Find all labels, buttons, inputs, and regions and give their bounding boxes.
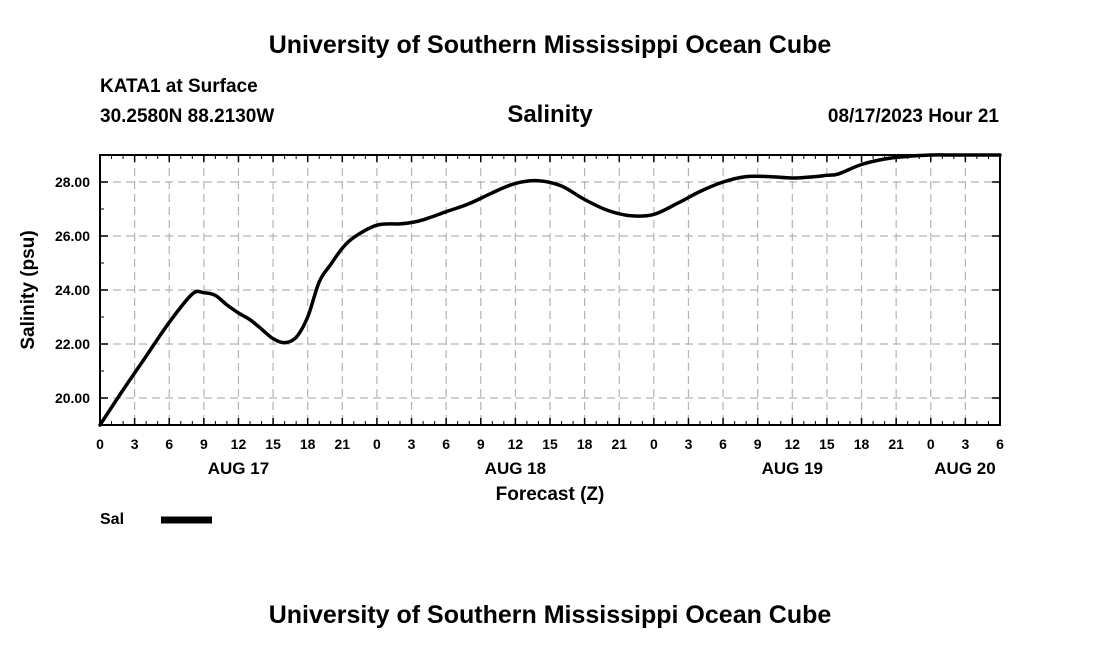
x-tick-label: 15 (819, 436, 835, 452)
x-tick-label: 12 (785, 436, 801, 452)
x-tick-label: 21 (335, 436, 351, 452)
day-label: AUG 19 (762, 459, 823, 478)
x-tick-label: 0 (650, 436, 658, 452)
x-tick-labels: 0 3 6 9 12 15 18 21 0 3 6 9 12 15 18 21 0 3 6 9 12 15 18 21 0 3 6 (96, 436, 1004, 452)
timestamp-label: 08/17/2023 Hour 21 (827, 106, 999, 127)
x-tick-label: 3 (961, 436, 969, 452)
x-tick-label: 3 (685, 436, 693, 452)
x-tick-label: 6 (165, 436, 173, 452)
x-tick-label: 6 (719, 436, 727, 452)
x-tick-label: 15 (265, 436, 281, 452)
station-label: KATA1 at Surface (100, 76, 258, 97)
legend-label: Sal (100, 511, 125, 528)
x-tick-label: 21 (611, 436, 627, 452)
x-tick-label: 21 (888, 436, 904, 452)
x-tick-label: 6 (996, 436, 1004, 452)
x-tick-label: 18 (577, 436, 593, 452)
x-tick-label: 12 (508, 436, 524, 452)
x-tick-label: 9 (200, 436, 208, 452)
plot-frame (99, 154, 1001, 426)
x-tick-label: 9 (754, 436, 762, 452)
x-tick-label: 0 (373, 436, 381, 452)
day-label: AUG 18 (485, 459, 546, 478)
x-tick-label: 18 (300, 436, 316, 452)
x-tick-label: 18 (854, 436, 870, 452)
x-tick-label: 12 (231, 436, 247, 452)
x-tick-label: 15 (542, 436, 558, 452)
y-tick-label: 22.00 (55, 336, 90, 352)
day-label: AUG 17 (208, 459, 269, 478)
x-tick-label: 0 (927, 436, 935, 452)
day-labels: AUG 17 AUG 18 AUG 19 AUG 20 (208, 459, 996, 478)
x-tick-label: 0 (96, 436, 104, 452)
x-tick-label: 3 (131, 436, 139, 452)
plot-title: Salinity (507, 101, 593, 128)
coordinates-label: 30.2580N 88.2130W (100, 106, 275, 127)
top-title: University of Southern Mississippi Ocean… (268, 31, 832, 59)
x-tick-label: 3 (408, 436, 416, 452)
y-tick-labels: 20.00 22.00 24.00 26.00 28.00 (55, 174, 90, 406)
x-tick-label: 9 (477, 436, 485, 452)
y-axis-label: Salinity (psu) (18, 230, 39, 349)
day-label: AUG 20 (934, 459, 995, 478)
grid-lines (100, 155, 1000, 425)
y-tick-label: 24.00 (55, 282, 90, 298)
x-axis-label: Forecast (Z) (496, 484, 605, 505)
x-tick-label: 6 (442, 436, 450, 452)
series-line-sal (98, 153, 1002, 427)
y-tick-label: 20.00 (55, 390, 90, 406)
bottom-title: University of Southern Mississippi Ocean… (268, 601, 832, 629)
y-tick-label: 26.00 (55, 228, 90, 244)
y-tick-label: 28.00 (55, 174, 90, 190)
